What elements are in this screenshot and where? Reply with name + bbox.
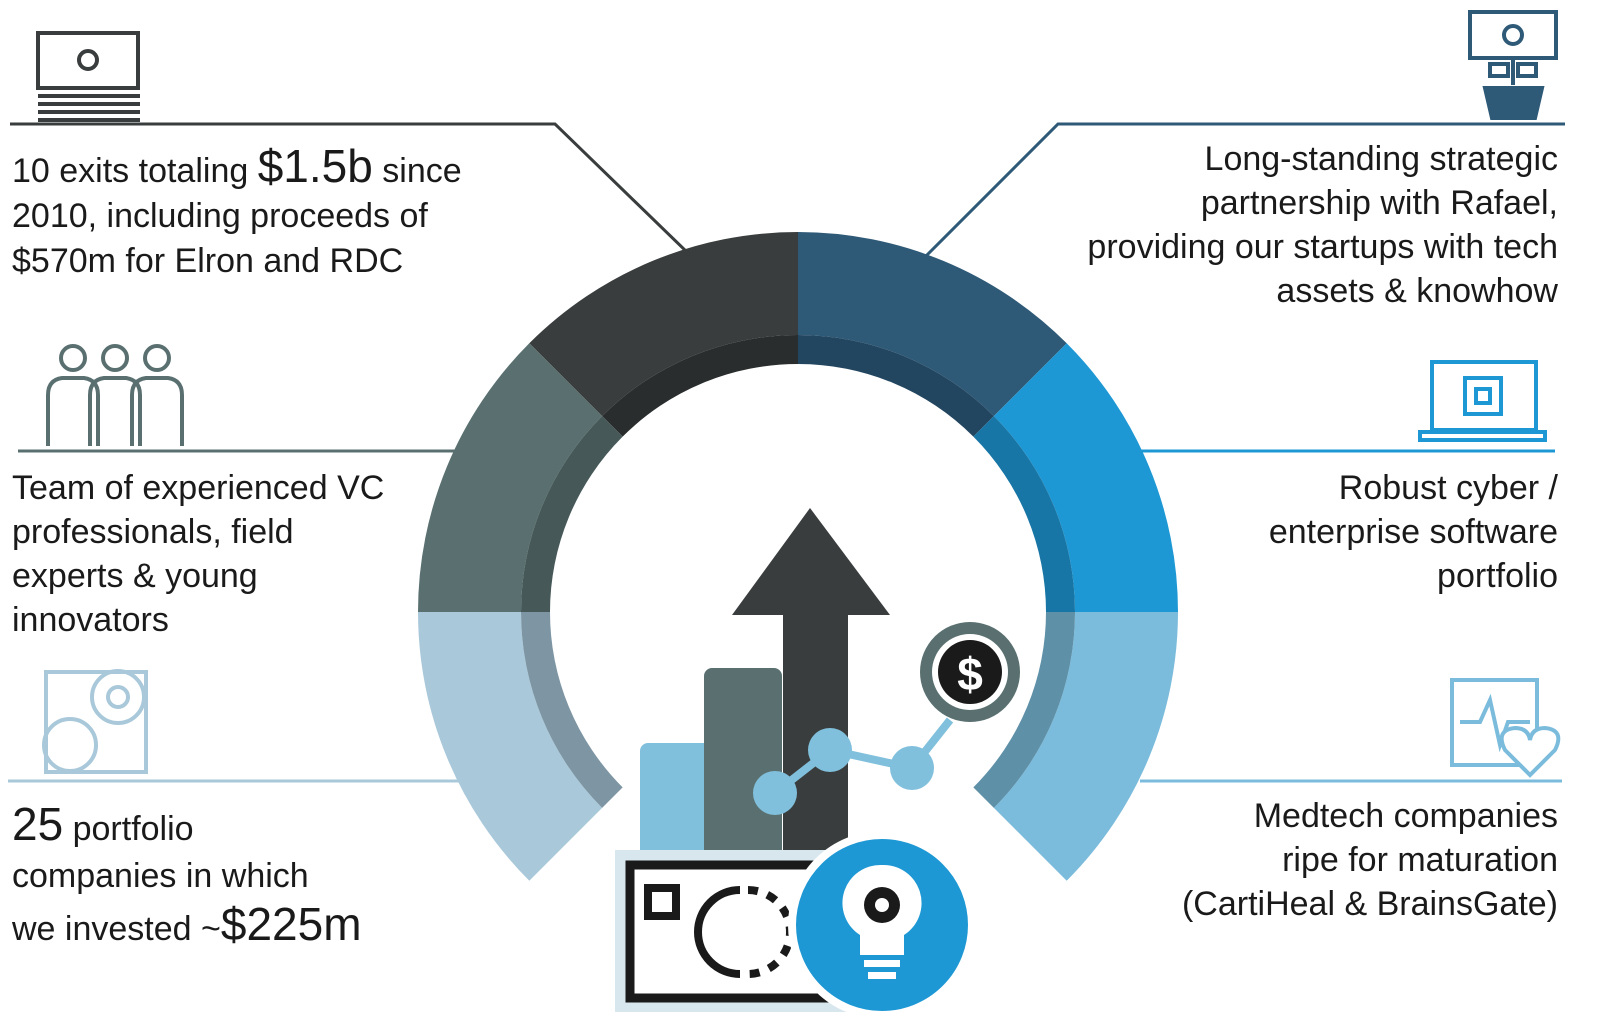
highlight: 25 <box>12 798 63 850</box>
item-text: Team of experienced VC <box>12 469 384 507</box>
item-text: partnership with Rafael, <box>1201 184 1558 222</box>
bulb-base <box>864 960 900 967</box>
item-text: 2010, including proceeds of <box>12 197 428 235</box>
icon-laptop <box>1420 362 1545 440</box>
item: Team of experienced VC professionals, fi… <box>12 469 384 639</box>
item-text: $570m for Elron and RDC <box>12 242 403 280</box>
bar-icon <box>704 668 782 873</box>
item: 10 exits totaling $1.5b since 2010, incl… <box>12 140 462 280</box>
trend-point <box>808 728 852 772</box>
item-text: portfolio <box>1437 557 1558 595</box>
item-text: professionals, field <box>12 513 294 551</box>
item-text: Long-standing strategic <box>1205 140 1558 178</box>
body: $ 10 exits totaling $1.5b since 2010, in… <box>0 0 1597 1035</box>
text: 10 exits totaling <box>12 152 258 190</box>
item-text: companies in which <box>12 857 309 895</box>
item-text: (CartiHeal & BrainsGate) <box>1182 885 1558 923</box>
page: Infographic {"items": [ {"lines": [["10 … <box>0 0 1597 1035</box>
item-text: Robust cyber / <box>1339 469 1559 507</box>
highlight: $225m <box>221 898 362 950</box>
icon-plant <box>1470 12 1556 118</box>
text: since <box>373 152 462 190</box>
coin-symbol: $ <box>957 648 983 700</box>
text: portfolio <box>63 810 193 848</box>
item-text: innovators <box>12 601 169 639</box>
icon-gears <box>44 671 146 772</box>
item-text: enterprise software <box>1269 513 1558 551</box>
item-text: assets & knowhow <box>1276 272 1558 310</box>
item-text: we invested ~$225m <box>11 898 362 950</box>
highlight: $1.5b <box>258 140 373 192</box>
trend-point <box>890 746 934 790</box>
icon-money <box>38 33 140 120</box>
trend-point <box>753 771 797 815</box>
item-text: Medtech companies <box>1254 797 1558 835</box>
infographic: $ 10 exits totaling $1.5b since 2010, in… <box>0 0 1597 1035</box>
icon-team <box>48 346 182 446</box>
item: Long-standing strategic partnership with… <box>1087 140 1558 310</box>
item: 25 portfolio companies in which we inves… <box>11 798 362 950</box>
item-text: experts & young <box>12 557 258 595</box>
item-text: 10 exits totaling $1.5b since <box>12 140 462 192</box>
bulb-gear <box>875 898 889 912</box>
text: we invested ~ <box>11 910 221 948</box>
arrow-head <box>732 508 890 615</box>
item: Medtech companies ripe for maturation (C… <box>1182 797 1558 923</box>
item-text: 25 portfolio <box>12 798 194 850</box>
icon-heart-monitor <box>1452 680 1558 775</box>
item-text: providing our startups with tech <box>1087 228 1558 266</box>
bulb-base <box>868 972 896 979</box>
item: Robust cyber / enterprise software portf… <box>1269 469 1559 595</box>
item-text: ripe for maturation <box>1282 841 1558 879</box>
center-graphic: $ <box>615 508 1020 1015</box>
